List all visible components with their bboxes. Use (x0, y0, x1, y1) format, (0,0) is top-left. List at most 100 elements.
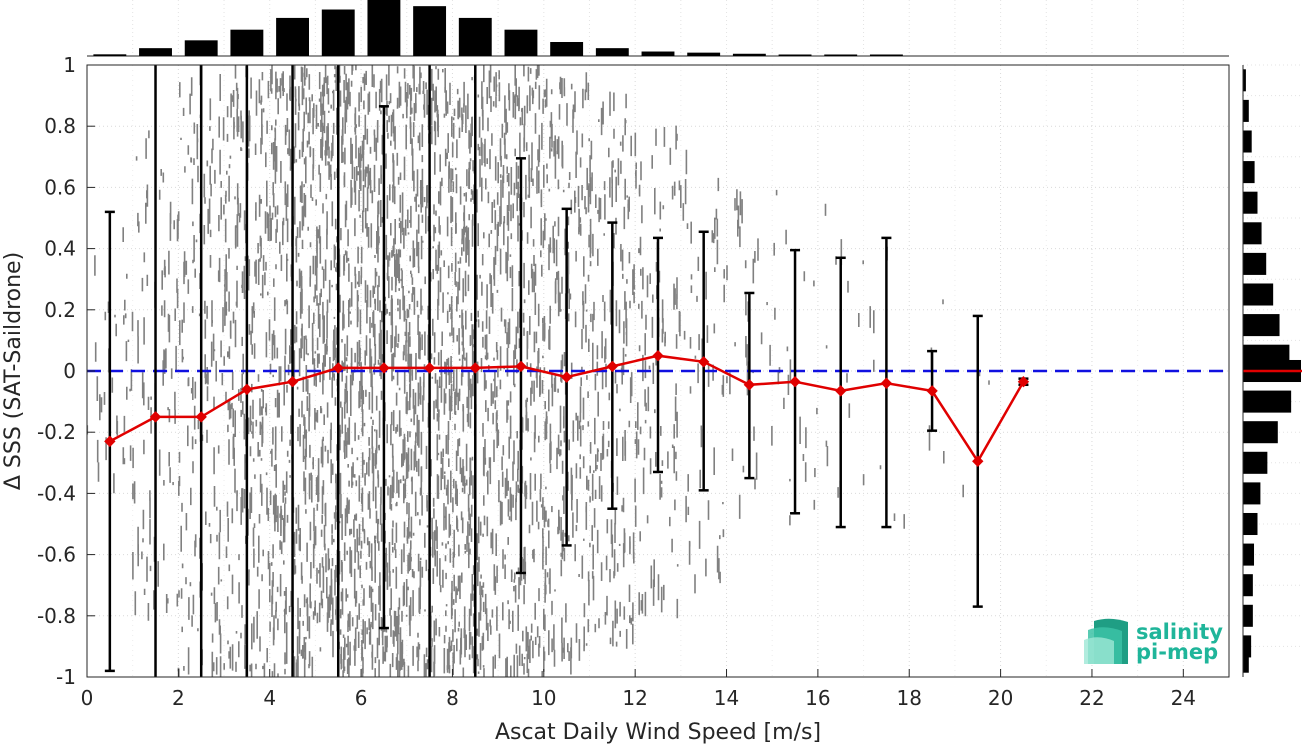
x-tick-label: 16 (805, 686, 830, 710)
right-histogram-bar (1243, 69, 1246, 92)
right-histogram-bar (1243, 252, 1267, 275)
scatter-bin (543, 72, 590, 675)
y-axis-label: Δ SSS (SAT-Saildrone) (1, 252, 26, 490)
right-histogram-bar (1243, 421, 1278, 444)
top-histogram-bar (641, 51, 675, 56)
right-histogram (1242, 64, 1302, 677)
y-tick-label: 0.4 (44, 237, 76, 261)
top-histogram-bar (869, 54, 903, 56)
top-histogram-bar (367, 0, 401, 56)
mean-marker (149, 411, 162, 423)
mean-marker (880, 377, 893, 389)
top-histogram-bar (458, 17, 492, 57)
mean-markers (104, 349, 1030, 467)
top-histogram-bar (687, 52, 721, 56)
mean-marker (423, 362, 436, 374)
scatter-bin (962, 371, 990, 498)
y-tick-label: -0.4 (37, 481, 76, 505)
x-tick-label: 8 (446, 686, 459, 710)
x-tick-label: 24 (1171, 686, 1196, 710)
x-tick-label: 14 (714, 686, 739, 710)
top-histogram (87, 0, 1229, 57)
mean-marker (835, 385, 847, 397)
y-tick-label: 0.8 (44, 114, 76, 138)
scatter-bin (406, 65, 454, 677)
right-histogram-bar (1243, 390, 1292, 413)
x-tick-label: 6 (355, 686, 368, 710)
salinity-pi-mep-logo: salinity pi-mep (1084, 618, 1223, 664)
top-histogram-bar (139, 48, 172, 56)
right-histogram-bar (1243, 512, 1258, 536)
mean-marker (515, 360, 527, 373)
top-histogram-bar (504, 29, 538, 56)
right-histogram-bar (1243, 482, 1261, 505)
mean-marker (743, 379, 756, 391)
x-tick-label: 4 (263, 686, 276, 710)
mean-marker (241, 383, 253, 396)
x-tick-label: 0 (81, 686, 94, 710)
mean-marker (286, 376, 299, 388)
right-histogram-bar (1243, 161, 1255, 184)
x-tick-label: 10 (531, 686, 556, 710)
scatter-bin (360, 65, 408, 677)
x-tick-label: 22 (1079, 686, 1104, 710)
y-tick-label: -0.2 (37, 420, 76, 444)
logo-line-1: salinity (1136, 620, 1223, 644)
scatter-bin (223, 65, 271, 677)
top-histogram-bar (276, 17, 310, 57)
x-tick-label: 12 (622, 686, 647, 710)
y-axis-ticks: -1 -0.8 -0.6 -0.4 -0.2 0 0.2 0.4 0.6 0.8 1 (37, 53, 95, 689)
scatter-points (87, 65, 990, 677)
top-histogram-bar (93, 54, 127, 56)
right-histogram-bar (1243, 451, 1268, 474)
mean-marker (926, 385, 938, 397)
top-histogram-bar (230, 29, 264, 56)
mean-marker (469, 362, 481, 374)
logo-waves-icon (1084, 618, 1128, 664)
scatter-bin (87, 227, 134, 494)
right-histogram-bar (1243, 574, 1253, 597)
top-histogram-bar (595, 48, 629, 56)
right-histogram-bar (1243, 191, 1258, 214)
right-histogram-bar (1243, 635, 1252, 658)
right-histogram-bar (1243, 99, 1249, 122)
top-histogram-bar (184, 40, 218, 56)
x-tick-label: 20 (988, 686, 1013, 710)
main-plot: 0 2 4 6 8 10 12 14 16 18 20 22 24 -1-0.8-0.6-0.4-0.2… (37, 53, 1230, 710)
right-histogram-bar (1243, 283, 1274, 306)
y-tick-label: 0.6 (44, 175, 76, 199)
right-histogram-bar (1243, 604, 1253, 627)
x-tick-label: 18 (897, 686, 922, 710)
top-histogram-bar (321, 9, 355, 56)
mean-marker (606, 360, 619, 373)
right-histogram-bar (1243, 650, 1249, 673)
y-tick-label: 0.2 (44, 298, 76, 322)
scatter-bin (177, 65, 225, 677)
top-histogram-bar (413, 6, 447, 56)
x-axis-ticks: 0 2 4 6 8 10 12 14 16 18 20 22 24 (81, 669, 1196, 710)
mean-marker (1017, 376, 1030, 388)
mean-marker (789, 376, 801, 388)
right-histogram-bar (1243, 222, 1262, 245)
mean-marker (560, 371, 573, 383)
mean-marker (652, 349, 664, 362)
mean-marker (195, 411, 207, 423)
right-histogram-bars (1243, 69, 1302, 673)
top-histogram-bars (93, 0, 903, 57)
top-histogram-bar (732, 53, 766, 56)
mean-marker (378, 362, 390, 374)
y-tick-label: -0.6 (37, 543, 76, 567)
mean-marker (697, 356, 710, 368)
mean-marker (972, 455, 984, 467)
logo-line-2: pi-mep (1136, 640, 1218, 664)
x-axis-label: Ascat Daily Wind Speed [m/s] (495, 720, 821, 745)
y-tick-label: 1 (63, 53, 76, 77)
right-histogram-bar (1243, 314, 1280, 337)
scatter-bin (773, 189, 818, 526)
top-histogram-bar (824, 54, 858, 56)
y-tick-label: -0.8 (37, 604, 76, 628)
scatter-bin (682, 149, 725, 594)
x-tick-label: 2 (172, 686, 185, 710)
y-tick-label: -1 (56, 665, 76, 689)
top-histogram-bar (778, 54, 812, 56)
